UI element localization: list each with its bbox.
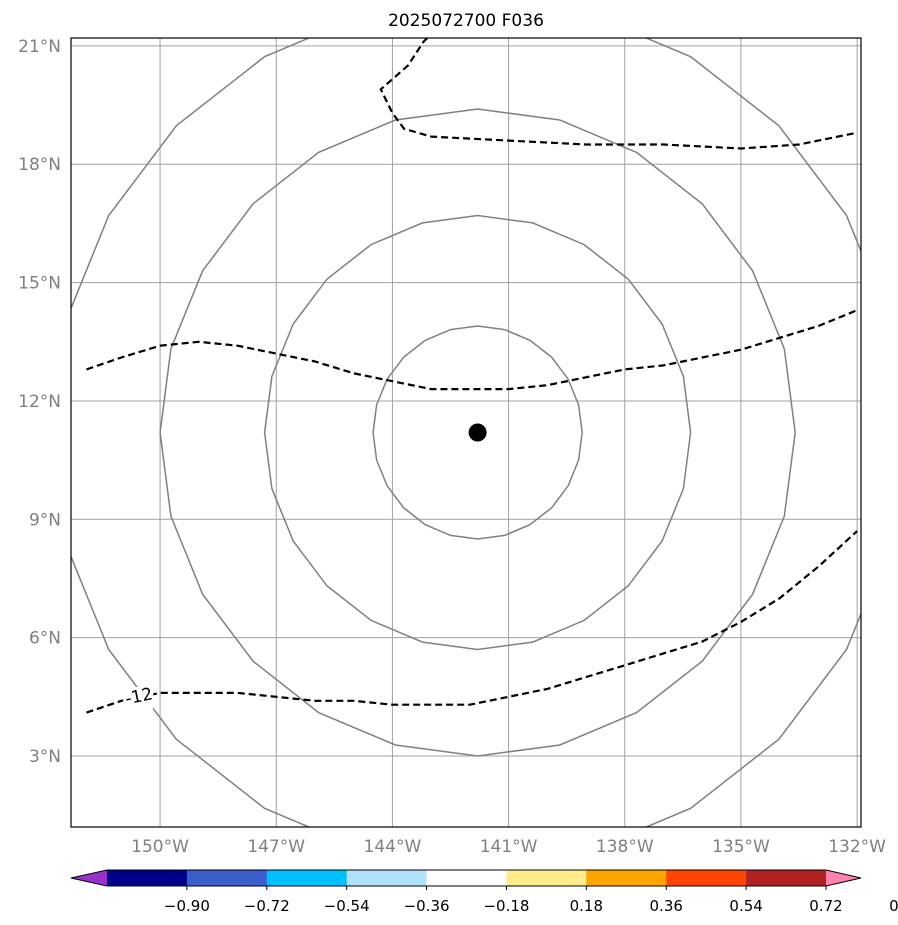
y-tick-label: 18°N [18,155,61,175]
colorbar-outline [70,869,862,887]
colorbar-extend-low [71,870,107,886]
range-ring [159,108,796,757]
y-tick-label: 9°N [29,510,61,530]
colorbar-segment [586,870,667,886]
colorbar-segment [426,870,507,886]
colorbar-tick-label: −0.54 [324,897,370,915]
storm-center-marker [468,423,487,442]
x-tick-label: 132°W [828,837,886,857]
colorbar-extend-high [826,870,861,886]
dashed-contour [86,530,858,714]
colorbar-segment [666,870,747,886]
y-tick-label: 3°N [29,747,61,767]
colorbar-segment [346,870,428,886]
colorbar-tick-label: 0.72 [809,897,842,915]
colorbar-tick-label: −0.72 [244,897,290,915]
contour-label-bg [123,686,154,709]
colorbar-tick-label: 0.36 [650,897,683,915]
x-tick-label: 150°W [131,837,189,857]
colorbar-tick-label: 0.54 [729,897,762,915]
colorbar: −0.90 −0.72 −0.54 −0.36 −0.18 0.18 0.36 0.54 0.7… [70,869,898,915]
plot-area: -12 150°W 147°W 144°W 141°W 138°W 135°W 132°W 3°… [18,37,886,857]
range-ring [71,38,861,827]
colorbar-segment [107,870,188,886]
colorbar-segment [186,870,268,886]
x-tick-label: 147°W [247,837,305,857]
plot-frame [70,37,862,828]
colorbar-tick-label: −0.36 [404,897,450,915]
x-tick-label: 144°W [364,837,422,857]
colorbar-tick-label: 0.90 [889,897,898,915]
y-tick-label: 21°N [18,37,61,57]
x-tick-label: 141°W [480,837,538,857]
data-layer: -12 [71,38,861,827]
dashed-contour [379,38,858,150]
y-tick-label: 15°N [18,274,61,294]
colorbar-segment [506,870,587,886]
colorbar-tick-label: −0.18 [483,897,529,915]
colorbar-tick-label: 0.18 [570,897,603,915]
colorbar-segment [266,870,348,886]
y-tick-label: 6°N [29,629,61,649]
colorbar-segment [746,870,827,886]
range-ring [263,214,692,651]
dashed-contour [86,309,858,391]
chart-title: 2025072700 F036 [388,11,544,31]
range-ring [372,325,583,540]
x-tick-label: 138°W [596,837,654,857]
x-tick-label: 135°W [712,837,770,857]
y-tick-label: 12°N [18,392,61,412]
colorbar-tick-label: −0.90 [164,897,210,915]
